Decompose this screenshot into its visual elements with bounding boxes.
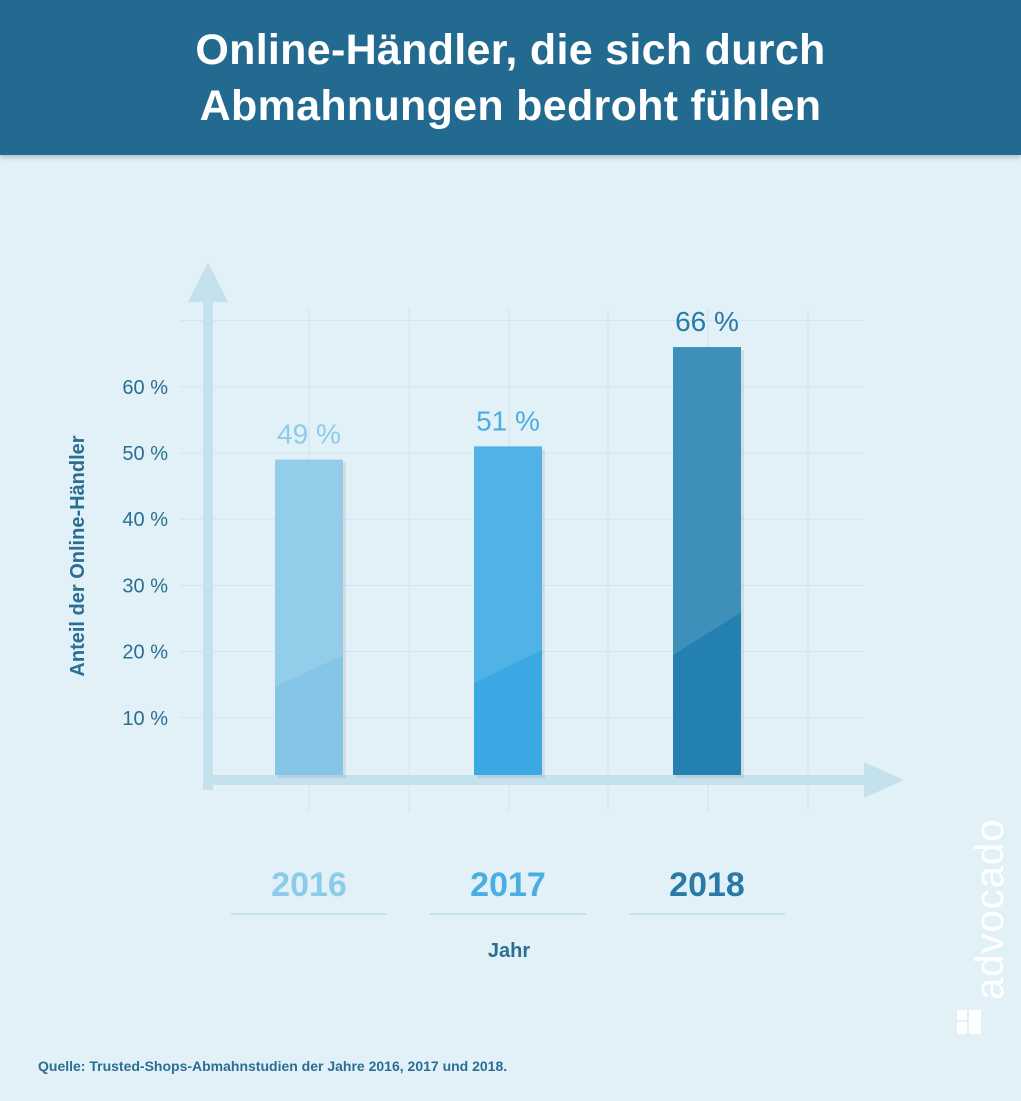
y-tick-label: 10 % xyxy=(122,708,168,730)
chart-title-line-2: Abmahnungen bedroht fühlen xyxy=(199,81,822,130)
y-tick-label: 20 % xyxy=(122,642,168,664)
y-tick-labels: 10 % 20 % 30 % 40 % 50 % 60 % xyxy=(122,377,168,730)
y-axis-line xyxy=(203,300,213,790)
data-label-2016: 49 % xyxy=(277,419,341,450)
advocado-logo: advocado xyxy=(968,818,1012,1000)
chart-axes xyxy=(188,262,904,798)
bar-highlight xyxy=(673,347,741,656)
bar-2017 xyxy=(474,446,542,775)
x-tick-label-2016: 2016 xyxy=(271,866,347,904)
x-axis-line xyxy=(203,775,868,785)
y-tick-label: 40 % xyxy=(122,509,168,531)
data-label-2017: 51 % xyxy=(476,405,540,436)
y-tick-label: 60 % xyxy=(122,377,168,399)
y-axis-arrowhead xyxy=(188,262,228,302)
bar-highlight xyxy=(474,446,542,683)
source-note: Quelle: Trusted-Shops-Abmahnstudien der … xyxy=(38,1058,508,1074)
bar-2016 xyxy=(275,459,343,775)
bar-highlight xyxy=(275,459,343,687)
y-axis-label: Anteil der Online-Händler xyxy=(67,435,89,676)
y-tick-label: 50 % xyxy=(122,443,168,465)
data-label-2018: 66 % xyxy=(675,306,739,337)
x-axis-label: Jahr xyxy=(488,940,530,962)
y-tick-label: 30 % xyxy=(122,575,168,597)
bars: 49 % 51 % 66 % xyxy=(275,306,744,778)
bar-2018 xyxy=(673,347,741,775)
x-category-labels: 2016 2017 2018 xyxy=(231,866,785,915)
chart-title-banner: Online-Händler, die sich durch Abmahnung… xyxy=(0,0,1021,155)
x-axis-arrowhead xyxy=(864,762,904,798)
x-tick-label-2018: 2018 xyxy=(669,866,745,904)
x-tick-label-2017: 2017 xyxy=(470,866,546,904)
chart-title-line-1: Online-Händler, die sich durch xyxy=(195,25,826,74)
logo-mark-icon xyxy=(957,1010,981,1034)
